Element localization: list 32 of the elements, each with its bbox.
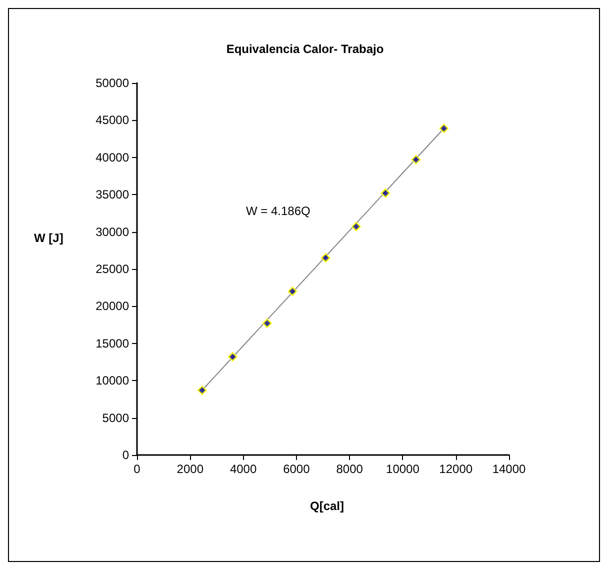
x-tick-label: 12000 — [439, 462, 473, 476]
x-tick-label: 8000 — [336, 462, 364, 476]
y-tick-label: 30000 — [96, 224, 130, 239]
y-tick-label: 45000 — [96, 113, 130, 128]
y-tick-label: 25000 — [96, 262, 130, 276]
point — [411, 154, 421, 164]
x-axis-title: Q[cal] — [310, 499, 344, 513]
y-tick-label: 35000 — [96, 188, 130, 202]
x-tick-label: 2000 — [176, 462, 204, 476]
y-tick-label: 0 — [122, 448, 130, 462]
y-tick-label: 10000 — [96, 374, 130, 388]
x-tick-label: 0 — [134, 462, 141, 476]
x-tick-label: 14000 — [492, 462, 526, 476]
y-tick-label: 15000 — [96, 336, 130, 350]
point — [288, 286, 298, 296]
point — [262, 318, 272, 328]
point — [228, 352, 238, 362]
point — [351, 222, 361, 232]
point — [380, 188, 390, 198]
chart-title: Equivalencia Calor- Trabajo — [226, 42, 384, 56]
y-tick-label: 50000 — [96, 76, 130, 90]
point — [439, 124, 449, 134]
y-tick-label: 20000 — [96, 299, 130, 314]
y-axis-title: W [J] — [34, 231, 64, 245]
x-tick-label: 6000 — [283, 462, 310, 476]
x-tick-label: 10000 — [386, 462, 420, 476]
point — [320, 253, 330, 263]
point — [197, 386, 207, 396]
y-tick-label: 40000 — [96, 150, 130, 164]
annotation: W = 4.186Q — [246, 204, 310, 218]
x-tick-label: 4000 — [230, 462, 257, 476]
y-tick-label: 5000 — [102, 410, 130, 425]
